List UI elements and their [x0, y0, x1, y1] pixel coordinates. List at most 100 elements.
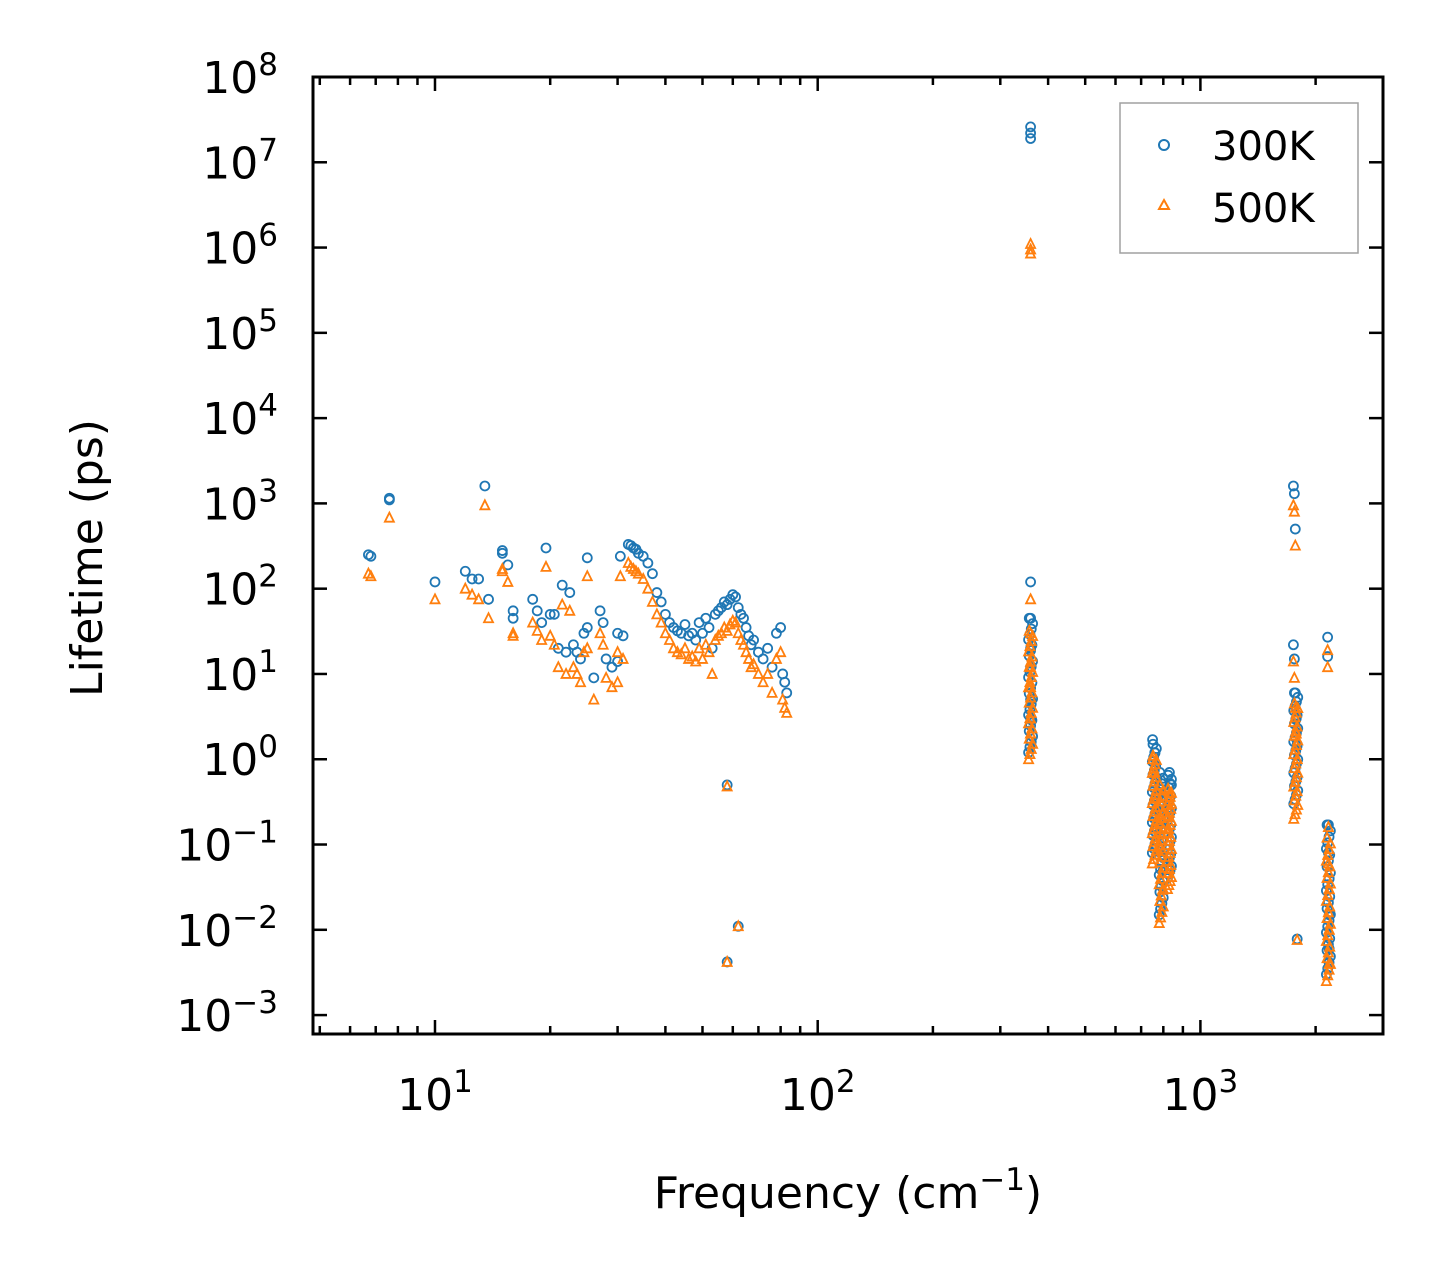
data-point-500K	[1024, 626, 1037, 639]
data-point-500K	[1148, 765, 1161, 778]
x-tick-label: 103	[1163, 1064, 1239, 1121]
data-point-300K	[748, 634, 759, 646]
data-point-300K	[600, 653, 612, 665]
data-point-300K	[429, 576, 441, 588]
data-point-500K	[659, 626, 672, 639]
data-point-500K	[496, 564, 509, 577]
data-point-500K	[501, 574, 514, 587]
data-point-300K	[581, 622, 593, 633]
data-point-500K	[780, 705, 793, 718]
data-point-300K	[466, 573, 478, 585]
data-point-500K	[507, 628, 520, 641]
data-point-500K	[1024, 680, 1037, 693]
legend-box	[1119, 102, 1359, 254]
data-point-500K	[1157, 899, 1170, 912]
data-point-500K	[556, 597, 569, 610]
data-point-300K	[531, 605, 543, 617]
data-point-300K	[757, 653, 769, 665]
data-point-300K	[690, 634, 702, 646]
data-point-500K	[1161, 822, 1174, 835]
data-point-500K	[1320, 974, 1333, 987]
data-point-500K	[574, 675, 587, 688]
data-point-500K	[1291, 932, 1304, 945]
data-point-500K	[1024, 592, 1037, 605]
data-point-500K	[496, 562, 509, 574]
data-point-300K	[732, 602, 744, 613]
data-point-300K	[1025, 121, 1036, 133]
data-point-500K	[1157, 860, 1170, 873]
data-point-500K	[571, 666, 583, 679]
data-point-500K	[1163, 786, 1176, 799]
data-point-500K	[526, 615, 539, 628]
data-point-500K	[1153, 893, 1166, 906]
y-tick-label: 103	[202, 473, 278, 530]
data-point-300K	[459, 565, 471, 577]
data-point-300K	[479, 480, 491, 492]
data-point-500K	[1323, 956, 1336, 969]
data-point-500K	[1320, 933, 1333, 946]
data-point-300K	[1025, 612, 1036, 624]
data-point-300K	[697, 627, 708, 639]
data-point-300K	[721, 599, 733, 611]
data-point-500K	[1323, 962, 1336, 975]
y-axis-label: Lifetime (ps)	[62, 419, 113, 697]
data-point-300K	[1289, 687, 1301, 699]
x-axis-label: Frequency (cm−1)	[654, 1162, 1042, 1219]
data-point-300K	[1147, 734, 1158, 745]
data-point-500K	[1321, 660, 1334, 673]
y-tick-label: 10−1	[176, 815, 278, 872]
data-point-300K	[527, 593, 539, 605]
y-tick-label: 108	[202, 47, 278, 104]
data-point-300K	[483, 593, 494, 605]
data-point-300K	[703, 622, 715, 633]
y-tick-label: 104	[202, 388, 278, 445]
data-point-500K	[721, 779, 734, 792]
data-point-500K	[1024, 242, 1037, 255]
data-point-500K	[1153, 815, 1166, 828]
data-point-300K	[540, 542, 552, 554]
legend-marker-300k	[1158, 139, 1170, 151]
data-point-300K	[560, 646, 572, 658]
data-point-500K	[614, 569, 627, 582]
data-point-300K	[594, 605, 606, 617]
data-point-500K	[1154, 910, 1167, 923]
data-point-300K	[544, 608, 556, 620]
plot-frame	[311, 75, 1385, 1036]
data-point-500K	[472, 592, 485, 605]
data-point-300K	[660, 608, 671, 620]
data-point-500K	[1322, 945, 1335, 958]
data-point-500K	[1323, 842, 1336, 855]
y-tick-label: 10−2	[176, 900, 278, 957]
data-point-500K	[1155, 841, 1168, 854]
data-point-500K	[1289, 700, 1302, 713]
data-point-300K	[655, 596, 667, 608]
series-500K	[362, 237, 1337, 987]
legend-marker-500k	[1157, 197, 1171, 210]
data-point-500K	[675, 647, 688, 660]
data-point-500K	[459, 581, 472, 594]
data-point-500K	[383, 510, 396, 523]
data-point-300K	[588, 672, 600, 684]
legend: 300K 500K	[1119, 102, 1359, 254]
data-point-500K	[1024, 726, 1037, 739]
data-point-500K	[1324, 836, 1337, 849]
data-point-300K	[606, 661, 618, 673]
data-point-300K	[715, 602, 727, 613]
data-point-500K	[712, 628, 725, 641]
data-point-500K	[1322, 905, 1335, 918]
data-point-300K	[1027, 618, 1038, 630]
data-point-500K	[1024, 711, 1037, 724]
data-point-500K	[1322, 856, 1335, 869]
data-point-300K	[496, 547, 508, 559]
data-point-500K	[1290, 726, 1303, 739]
data-point-300K	[1025, 576, 1036, 588]
data-point-500K	[637, 571, 650, 584]
data-point-500K	[1321, 643, 1334, 656]
data-point-300K	[727, 589, 739, 601]
data-point-500K	[679, 641, 691, 654]
data-point-500K	[540, 559, 552, 572]
data-point-300K	[578, 627, 590, 639]
data-point-300K	[679, 619, 691, 630]
data-point-500K	[689, 654, 702, 667]
data-point-500K	[770, 651, 783, 664]
